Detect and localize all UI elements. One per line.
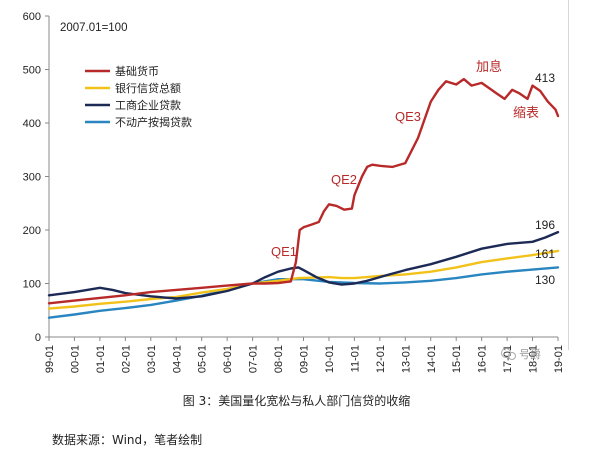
x-tick-label: 14-01 [426, 345, 438, 373]
legend-label: 银行信贷总额 [115, 81, 181, 95]
annotation-balance-sheet-reduction: 缩表 [513, 105, 539, 121]
annotation-qe3: QE3 [395, 109, 421, 124]
x-tick-label: 03-01 [146, 345, 158, 373]
y-tick-label: 500 [23, 65, 41, 77]
right-divider [568, 0, 569, 350]
x-tick-label: 16-01 [477, 345, 489, 373]
legend-label: 工商企业贷款 [115, 98, 181, 112]
base-period-note: 2007.01=100 [60, 22, 127, 34]
x-tick-label: 06-01 [222, 345, 234, 373]
figure-caption: 图 3：美国量化宽松与私人部门信贷的收缩 [182, 394, 411, 408]
y-tick-label: 0 [35, 332, 41, 344]
y-tick-label: 100 [23, 279, 41, 291]
annotation-qe2: QE2 [331, 172, 357, 187]
watermark-text: 号爵 [519, 347, 541, 361]
chart-series-lines [47, 77, 560, 319]
y-tick-label: 200 [23, 225, 41, 237]
x-tick-label: 13-01 [400, 345, 412, 373]
x-tick-label: 04-01 [171, 345, 183, 373]
x-tick-label: 99-01 [44, 345, 56, 373]
x-tick-label: 18-01 [528, 345, 540, 373]
end-label-mortgage-loans: 130 [535, 273, 555, 287]
series-line [47, 230, 560, 300]
y-tick-label: 400 [23, 118, 41, 130]
watermark: 号爵 [501, 347, 541, 361]
x-tick-label: 02-01 [120, 345, 132, 373]
data-source: 数据来源：Wind，笔者绘制 [52, 433, 203, 447]
series-line [47, 77, 560, 305]
legend-label: 不动产按揭贷款 [115, 115, 192, 129]
x-tick-label: 17-01 [502, 345, 514, 373]
x-tick-label: 00-01 [69, 345, 81, 373]
x-tick-label: 07-01 [248, 345, 260, 373]
end-label-bank-credit: 161 [535, 247, 555, 261]
x-tick-label: 09-01 [299, 345, 311, 373]
x-tick-label: 11-01 [349, 345, 361, 372]
annotation-qe1: QE1 [271, 244, 297, 259]
y-tick-label: 600 [23, 11, 41, 23]
y-tick-label: 300 [23, 172, 41, 184]
annotation-rate-hike: 加息 [476, 59, 502, 75]
wechat-icon-secondary [508, 352, 516, 360]
x-tick-label: 12-01 [375, 345, 387, 373]
chart-axes: 0 100 200 300 400 500 600 99-01 00-01 01-01 02-01 0… [23, 11, 565, 373]
x-tick-label: 15-01 [451, 345, 463, 373]
end-label-ci-loans: 196 [535, 218, 555, 232]
x-tick-label: 19-01 [553, 345, 565, 373]
x-tick-label: 08-01 [273, 345, 285, 373]
end-label-base-money: 413 [535, 71, 555, 85]
series-line [47, 266, 560, 319]
line-chart: 0 100 200 300 400 500 600 99-01 00-01 01-01 02-01 0… [23, 11, 565, 373]
x-tick-label: 10-01 [324, 345, 336, 373]
series-line [47, 249, 560, 310]
x-tick-label: 05-01 [197, 345, 209, 373]
legend-label: 基础货币 [115, 64, 159, 78]
x-tick-label: 01-01 [95, 345, 107, 373]
